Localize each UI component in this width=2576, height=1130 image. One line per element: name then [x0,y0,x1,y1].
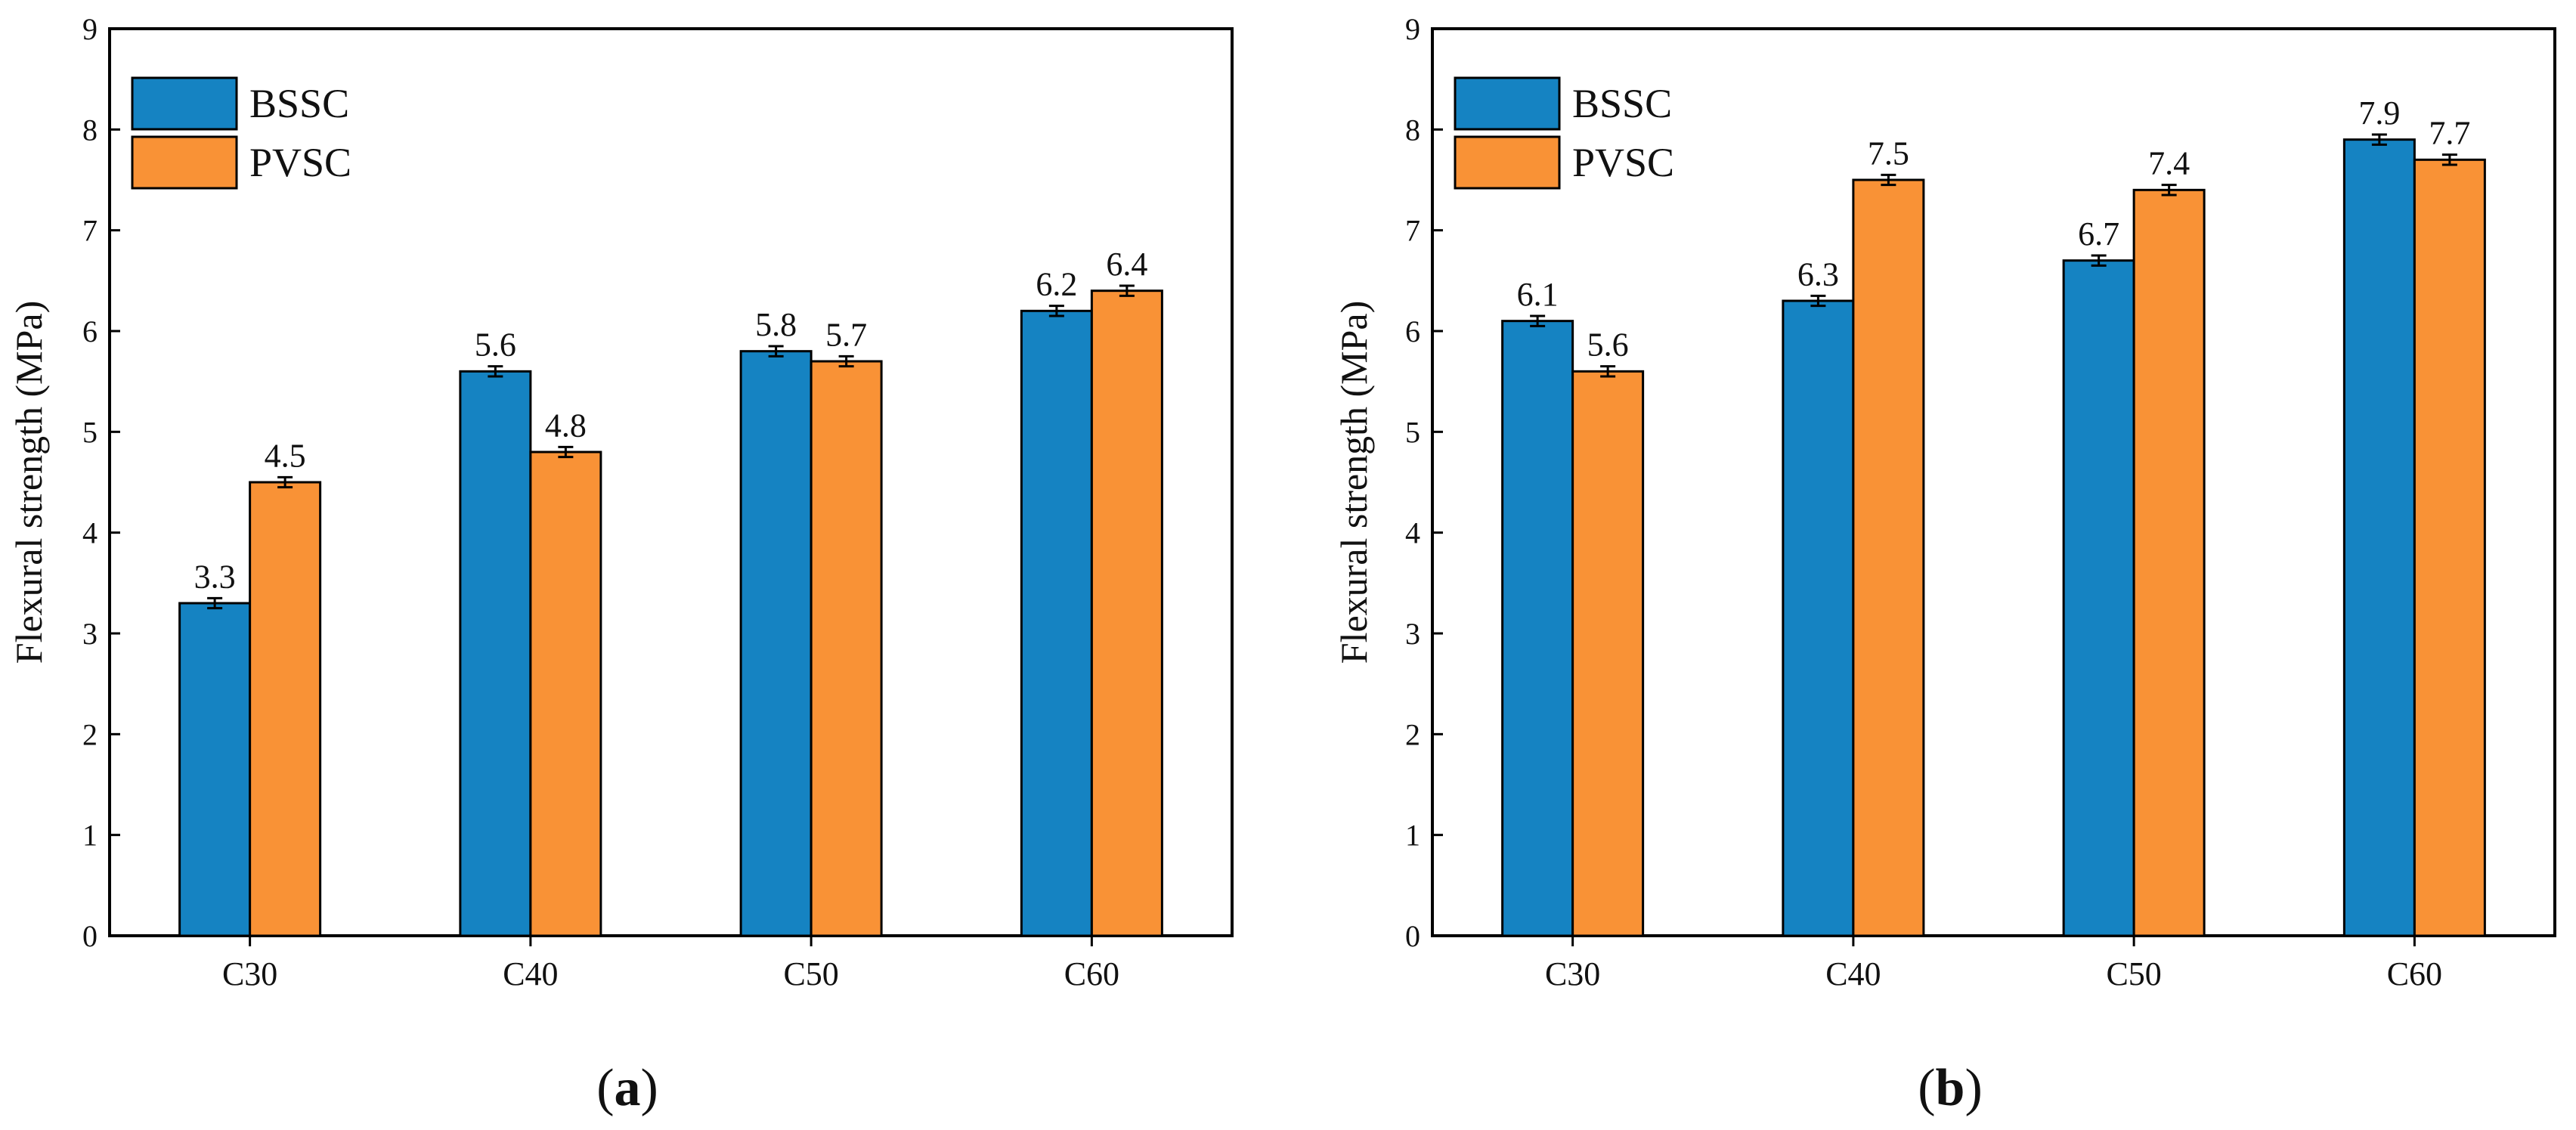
y-tick-label: 1 [1405,819,1420,853]
error-bar [2161,184,2177,197]
data-label: 5.6 [475,327,516,364]
plot-frame [108,27,1234,937]
x-category-label: C30 [222,955,277,992]
y-tick-label: 7 [1405,214,1420,248]
data-label: 7.7 [2429,115,2470,152]
error-bar [488,365,503,378]
y-tick-label: 2 [82,717,98,751]
legend-swatch-bssc [131,76,238,131]
error-bar [2441,153,2457,166]
data-label: 4.8 [545,407,587,444]
error-bar [768,345,784,358]
bar-bssc-c50 [2062,259,2135,937]
chart-panel-a: 0 1 2 3 4 5 6 7 8 9 Flexural strength (MPa) C30 3.3 4… [8,12,1234,1117]
plot-frame [1431,27,2556,937]
y-tick-label: 0 [1405,919,1420,953]
y-axis-title: Flexural strength (MPa) [8,301,50,664]
data-label: 7.5 [1868,135,1909,172]
y-tick-label: 9 [82,12,98,46]
error-bar [277,475,293,489]
y-tick-label: 3 [82,617,98,651]
data-label: 7.4 [2148,145,2190,182]
panel-label: (b) [1918,1059,1983,1117]
y-axis-title: Flexural strength (MPa) [1333,301,1375,664]
legend-label-bssc: BSSC [249,81,349,126]
error-bar [1881,173,1896,187]
y-tick-label: 8 [82,113,98,147]
y-tick-label: 2 [1405,717,1420,751]
y-tick-label: 7 [82,214,98,248]
error-bar [1119,284,1135,297]
x-category-label: C30 [1545,955,1600,992]
y-tick-label: 3 [1405,617,1420,651]
data-label: 6.2 [1036,266,1077,303]
error-bar [1600,365,1616,378]
legend-label-bssc: BSSC [1572,81,1672,126]
bar-bssc-c30 [1501,320,1574,937]
error-bar [838,354,854,368]
bar-bssc-c40 [1782,299,1855,937]
y-tick-label: 4 [82,516,98,550]
bar-pvsc-c50 [810,360,883,937]
error-bar [1810,294,1826,308]
bar-pvsc-c50 [2132,188,2206,937]
error-bar [1048,305,1064,317]
bar-pvsc-c30 [249,481,322,937]
x-category-label: C50 [2106,955,2161,992]
data-label: 6.4 [1106,246,1147,283]
data-label: 6.7 [2078,215,2119,252]
data-label: 5.7 [825,316,867,353]
data-label: 5.6 [1587,327,1629,364]
x-category-label: C60 [1064,955,1119,992]
error-bar [2371,133,2387,146]
bar-pvsc-c60 [2413,158,2486,937]
panel-letter: a [615,1059,641,1117]
data-label: 7.9 [2358,94,2400,132]
y-tick-label: 4 [1405,516,1420,550]
bar-bssc-c60 [2342,138,2416,937]
legend: BSSC PVSC [131,76,351,190]
bar-bssc-c30 [178,602,252,937]
y-tick-label: 6 [82,314,98,348]
data-label: 5.8 [755,306,797,343]
error-bar [2091,254,2107,267]
bar-pvsc-c40 [1852,178,1925,937]
legend-label-pvsc: PVSC [249,140,351,185]
error-bar [558,445,574,459]
y-tick-label: 9 [1405,12,1420,46]
panel-label: (a) [596,1059,658,1117]
bar-pvsc-c60 [1090,289,1163,937]
x-category-label: C40 [503,955,558,992]
legend-label-pvsc: PVSC [1572,140,1674,185]
x-category-label: C60 [2387,955,2442,992]
legend: BSSC PVSC [1454,76,1674,190]
y-tick-label: 0 [82,919,98,953]
data-label: 6.1 [1517,276,1559,313]
legend-swatch-bssc [1454,76,1561,131]
error-bar [207,596,223,610]
chart-panel-b: 0 1 2 3 4 5 6 7 8 9 Flexural strength (MPa) C30 6.1 5… [1333,12,2556,1117]
data-label: 6.3 [1797,255,1839,293]
y-tick-label: 6 [1405,314,1420,348]
bar-bssc-c50 [739,350,813,937]
y-tick-label: 1 [82,819,98,853]
legend-swatch-pvsc [131,135,238,190]
x-category-label: C40 [1825,955,1881,992]
bar-bssc-c40 [459,370,532,937]
legend-swatch-pvsc [1454,135,1561,190]
bar-bssc-c60 [1020,309,1093,937]
error-bar [1530,314,1546,327]
y-tick-label: 8 [1405,113,1420,147]
y-tick-label: 5 [82,415,98,449]
x-category-label: C50 [783,955,838,992]
data-label: 4.5 [265,437,306,474]
panel-letter: b [1936,1059,1965,1117]
bar-pvsc-c40 [529,450,602,937]
bar-pvsc-c30 [1571,370,1645,937]
y-tick-label: 5 [1405,415,1420,449]
data-label: 3.3 [194,558,236,595]
